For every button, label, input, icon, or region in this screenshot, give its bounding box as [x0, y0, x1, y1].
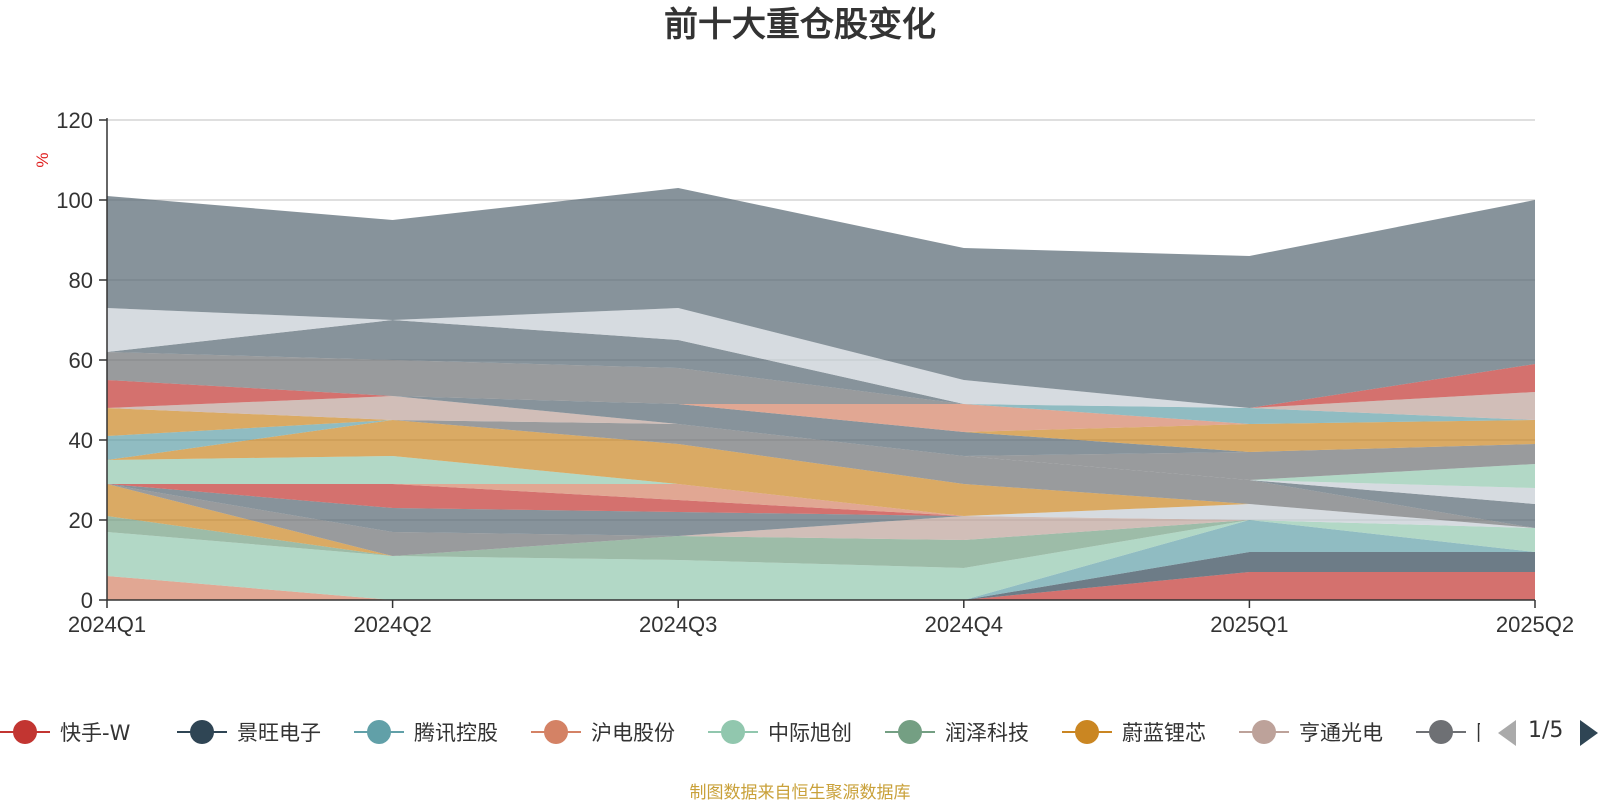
series-area-11[interactable]	[107, 484, 1535, 528]
series-area-沪电股份[interactable]	[107, 520, 1535, 600]
legend-label: 快手-W	[60, 721, 131, 745]
legend-label: 润泽科技	[945, 721, 1029, 745]
legend-item[interactable]: 阳光电源	[1416, 712, 1480, 752]
axes: 0 20 40 60 80 100 120 2024Q1 2024Q2 2024Q3 2024Q4 2…	[56, 108, 1574, 637]
series-area-25[interactable]	[107, 396, 1535, 432]
series-area-阳光电源[interactable]	[107, 484, 1535, 556]
legend-prev-arrow-icon[interactable]	[1498, 720, 1516, 746]
series-area-10[interactable]	[107, 484, 1535, 528]
legend-marker-icon	[885, 712, 935, 752]
legend-next-arrow-icon[interactable]	[1580, 720, 1598, 746]
legend-marker-icon	[708, 712, 758, 752]
y-tick-label: 20	[69, 508, 93, 533]
legend-marker-icon	[1416, 712, 1466, 752]
legend-label: 蔚蓝锂芯	[1122, 721, 1206, 745]
x-tick-label: 2024Q4	[925, 612, 1003, 637]
chart-title: 前十大重仓股变化	[664, 5, 936, 45]
y-tick-label: 120	[56, 108, 93, 133]
series-area-19[interactable]	[107, 420, 1535, 480]
legend-marker-icon	[354, 712, 404, 752]
source-note: 制图数据来自恒生聚源数据库	[689, 783, 911, 803]
legend-item[interactable]: 腾讯控股	[354, 712, 498, 752]
legend-items: 快手-W 景旺电子 腾讯控股 沪电股份 中际旭创 润泽科技 蔚蓝锂芯 亨通光电 阳光电源	[0, 712, 1480, 752]
y-tick-label: 40	[69, 428, 93, 453]
series-area-13[interactable]	[107, 456, 1535, 528]
series-area-9[interactable]	[107, 484, 1535, 536]
series-area-26[interactable]	[107, 396, 1535, 424]
stacked-areas	[107, 188, 1535, 600]
series-area-32[interactable]	[107, 188, 1535, 408]
legend-item[interactable]: 亨通光电	[1239, 712, 1383, 752]
x-tick-label: 2024Q2	[353, 612, 431, 637]
legend-label: 沪电股份	[591, 721, 675, 745]
y-tick-label: 60	[69, 348, 93, 373]
y-tick-label: 0	[81, 588, 93, 613]
legend-page-indicator: 1/5	[1528, 718, 1564, 743]
legend-marker-icon	[1239, 712, 1289, 752]
legend-item[interactable]: 景旺电子	[177, 712, 321, 752]
series-area-润泽科技[interactable]	[107, 516, 1535, 568]
legend-label: 腾讯控股	[414, 721, 498, 745]
series-area-30[interactable]	[107, 320, 1535, 408]
legend-marker-icon	[531, 712, 581, 752]
legend-label: 景旺电子	[237, 721, 321, 745]
x-tick-label: 2025Q1	[1210, 612, 1288, 637]
series-area-15[interactable]	[107, 420, 1535, 528]
series-area-29[interactable]	[107, 352, 1535, 408]
legend-marker-icon	[1062, 712, 1112, 752]
x-tick-label: 2024Q1	[68, 612, 146, 637]
legend-marker-icon	[177, 712, 227, 752]
y-axis-label: %	[33, 152, 52, 167]
legend-item[interactable]: 快手-W	[0, 712, 130, 752]
x-tick-label: 2024Q3	[639, 612, 717, 637]
legend: 快手-W 景旺电子 腾讯控股 沪电股份 中际旭创 润泽科技 蔚蓝锂芯 亨通光电 阳光电源 1/5	[0, 712, 1600, 752]
series-area-22[interactable]	[107, 396, 1535, 456]
y-tick-label: 80	[69, 268, 93, 293]
series-area-23[interactable]	[107, 396, 1535, 456]
legend-item[interactable]: 中际旭创	[708, 712, 852, 752]
legend-label: 亨通光电	[1299, 721, 1383, 745]
x-tick-label: 2025Q2	[1496, 612, 1574, 637]
legend-label: 中际旭创	[768, 721, 852, 745]
series-area-31[interactable]	[107, 308, 1535, 408]
legend-label: 阳光电源	[1476, 717, 1480, 747]
series-area-18[interactable]	[107, 420, 1535, 488]
series-area-12[interactable]	[107, 484, 1535, 528]
series-area-景旺电子[interactable]	[107, 552, 1535, 600]
legend-marker-icon	[0, 712, 50, 752]
legend-item[interactable]: 润泽科技	[885, 712, 1029, 752]
y-tick-label: 100	[56, 188, 93, 213]
series-area-中际旭创[interactable]	[107, 520, 1535, 600]
legend-item[interactable]: 蔚蓝锂芯	[1062, 712, 1206, 752]
series-area-24[interactable]	[107, 396, 1535, 452]
legend-item[interactable]: 沪电股份	[531, 712, 675, 752]
series-area-14[interactable]	[107, 420, 1535, 528]
